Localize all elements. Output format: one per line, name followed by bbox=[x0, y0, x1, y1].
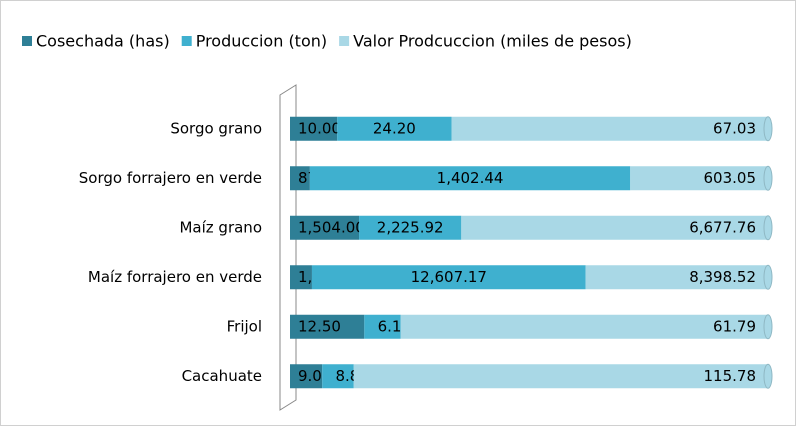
bar-segment bbox=[290, 364, 323, 389]
bar-segment bbox=[290, 166, 310, 191]
legend-label: Cosechada (has) bbox=[36, 32, 170, 51]
value-label: 603.05 bbox=[704, 169, 757, 187]
bar-segment bbox=[353, 364, 768, 389]
bar-segment bbox=[630, 166, 768, 191]
bar-cap bbox=[763, 116, 773, 142]
legend-swatch bbox=[181, 36, 192, 46]
bar-segment bbox=[311, 265, 586, 290]
bar-segment bbox=[359, 215, 462, 240]
value-label: 2,225.92 bbox=[377, 218, 444, 236]
bar-segment bbox=[290, 215, 360, 240]
bar-segment bbox=[337, 116, 452, 141]
bar-segment bbox=[290, 116, 338, 141]
legend-label: Valor Prodcuccion (miles de pesos) bbox=[353, 32, 632, 51]
category-label: Cacahuate bbox=[182, 367, 262, 385]
value-label: 67.03 bbox=[713, 119, 756, 137]
bar-cap bbox=[763, 165, 773, 191]
bar-cap bbox=[763, 215, 773, 241]
bar-segment bbox=[322, 364, 354, 389]
legend-swatch bbox=[339, 36, 350, 46]
legend-label: Produccion (ton) bbox=[196, 32, 327, 51]
category-label: Sorgo forrajero en verde bbox=[79, 169, 262, 187]
bar-cap bbox=[763, 363, 773, 389]
bar-segment bbox=[400, 314, 768, 339]
bar-segment bbox=[451, 116, 768, 141]
value-label: 1,504.00 bbox=[298, 218, 365, 236]
value-label: 6,677.76 bbox=[689, 218, 756, 236]
category-label: Maíz forrajero en verde bbox=[88, 268, 262, 286]
bar-cap bbox=[763, 264, 773, 290]
value-label: 10.00 bbox=[298, 119, 341, 137]
category-label: Maíz grano bbox=[179, 218, 262, 236]
value-label: 61.79 bbox=[713, 317, 756, 335]
bar-segment bbox=[585, 265, 768, 290]
value-label: 24.20 bbox=[373, 119, 416, 137]
value-label: 12.50 bbox=[298, 317, 341, 335]
bar-segment bbox=[290, 314, 365, 339]
value-label: 8,398.52 bbox=[689, 268, 756, 286]
value-label: 115.78 bbox=[704, 367, 757, 385]
category-label: Sorgo grano bbox=[170, 119, 262, 137]
bar-cap bbox=[763, 314, 773, 340]
bar-segment bbox=[461, 215, 768, 240]
value-label: 12,607.17 bbox=[411, 268, 487, 286]
bar-segment bbox=[290, 265, 312, 290]
legend-swatch bbox=[22, 36, 32, 46]
value-label: 1,402.44 bbox=[437, 169, 504, 187]
bar-segment bbox=[309, 166, 631, 191]
category-label: Frijol bbox=[227, 317, 262, 335]
bar-segment bbox=[364, 314, 401, 339]
